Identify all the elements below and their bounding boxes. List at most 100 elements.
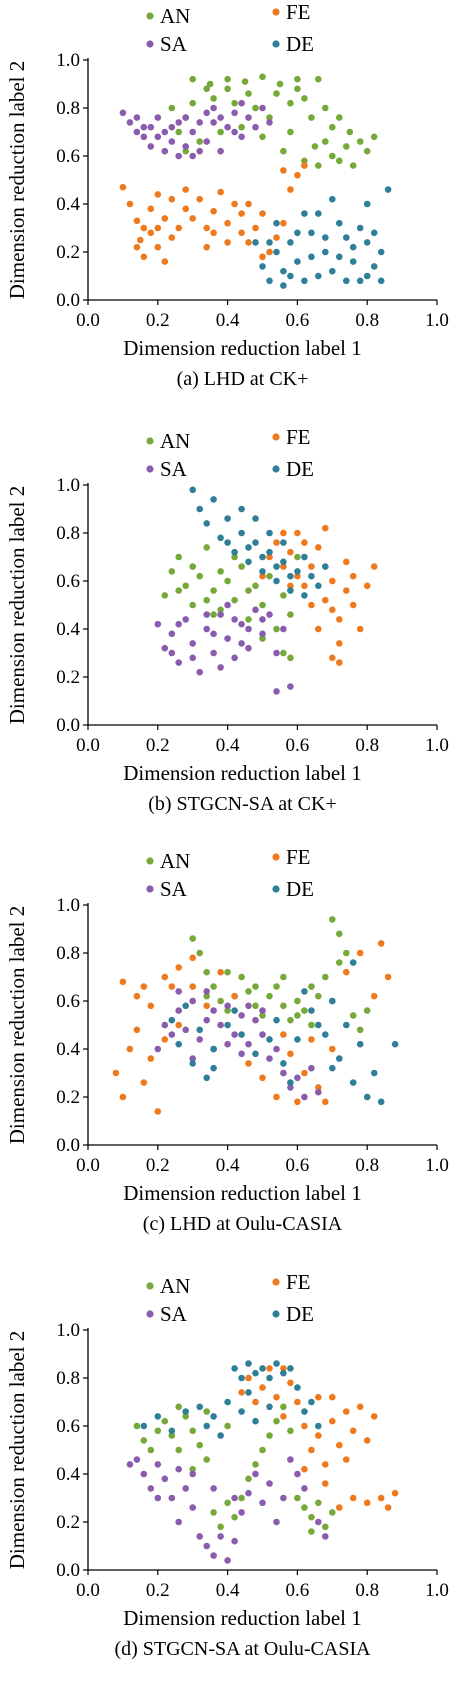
point-fe <box>370 1413 378 1420</box>
point-an <box>217 128 224 136</box>
point-fe <box>363 582 371 590</box>
point-fe <box>147 205 155 213</box>
point-an <box>301 1504 308 1511</box>
x-tick-label: 1.0 <box>425 310 449 331</box>
point-an <box>224 1007 231 1014</box>
point-fe <box>280 529 287 537</box>
point-an <box>329 152 336 160</box>
y-tick-label: 0.4 <box>56 1464 80 1485</box>
point-de <box>377 277 385 285</box>
point-sa <box>210 1552 217 1559</box>
point-de <box>231 1365 238 1372</box>
point-de <box>363 272 371 280</box>
point-fe <box>259 1074 266 1082</box>
point-fe <box>301 1465 308 1473</box>
point-sa <box>273 649 280 657</box>
point-sa <box>245 1002 252 1010</box>
y-tick-label: 0.0 <box>56 1135 80 1156</box>
point-fe <box>356 949 364 957</box>
point-fe <box>280 167 287 174</box>
y-axis-label: Dimension reduction label 2 <box>5 906 29 1145</box>
point-fe <box>280 1413 287 1420</box>
point-fe <box>259 210 266 217</box>
point-an <box>346 128 354 136</box>
point-an <box>349 1012 357 1019</box>
legend-marker-de <box>272 465 280 473</box>
point-sa <box>203 611 210 618</box>
point-an <box>329 123 336 131</box>
point-de <box>168 1427 176 1435</box>
point-de <box>349 243 357 251</box>
point-an <box>203 1408 210 1415</box>
point-an <box>196 949 203 957</box>
point-an <box>203 544 210 551</box>
point-sa <box>280 625 287 633</box>
point-sa <box>133 1456 141 1463</box>
point-sa <box>140 123 148 131</box>
point-an <box>252 104 259 112</box>
point-sa <box>238 620 245 628</box>
point-fe <box>287 548 294 556</box>
point-sa <box>182 143 189 150</box>
point-sa <box>224 601 231 609</box>
point-fe <box>189 954 196 962</box>
point-de <box>280 1369 287 1377</box>
point-de <box>301 988 308 995</box>
point-fe <box>384 973 392 981</box>
point-fe <box>280 219 287 227</box>
point-sa <box>147 1485 155 1492</box>
point-fe <box>336 1441 343 1449</box>
point-fe <box>217 188 224 196</box>
point-fe <box>315 625 322 633</box>
point-de <box>266 548 273 556</box>
x-axis-label: Dimension reduction label 1 <box>123 336 362 360</box>
point-fe <box>203 224 210 232</box>
point-an <box>266 992 273 1000</box>
y-tick-label: 0.2 <box>56 1087 80 1108</box>
point-sa <box>189 640 196 647</box>
point-sa <box>224 1040 231 1048</box>
point-sa <box>231 1537 238 1545</box>
point-sa <box>266 611 273 618</box>
point-de <box>294 1384 301 1391</box>
point-an <box>161 1417 169 1425</box>
point-sa <box>182 1026 189 1034</box>
point-fe <box>224 239 231 246</box>
point-fe <box>280 1031 287 1038</box>
point-fe <box>308 1036 315 1043</box>
y-tick-label: 0.8 <box>56 1368 80 1389</box>
point-de <box>224 1021 231 1029</box>
point-an <box>280 973 287 981</box>
point-fe <box>356 625 364 633</box>
point-an <box>322 1523 329 1531</box>
point-an <box>315 75 322 83</box>
y-tick-label: 0.2 <box>56 667 80 688</box>
point-an <box>203 85 210 93</box>
point-sa <box>224 1002 231 1010</box>
scatter-panel-a: AN FE SA DE 0.0 0.2 0.4 0.6 0.8 1.0 0.0 0.2 0.4 0.6 0.… <box>5 0 449 390</box>
point-an <box>245 587 252 594</box>
point-sa <box>189 1055 196 1062</box>
point-de <box>189 486 196 494</box>
point-an <box>356 1026 364 1034</box>
point-an <box>154 1427 162 1435</box>
point-de <box>196 1403 203 1411</box>
point-sa <box>210 649 217 657</box>
point-an <box>238 563 245 570</box>
point-sa <box>175 119 182 126</box>
point-sa <box>196 1036 203 1043</box>
point-sa <box>140 133 148 141</box>
point-sa <box>196 1533 203 1540</box>
point-fe <box>203 1002 210 1010</box>
point-sa <box>252 1016 259 1024</box>
point-an <box>273 1417 280 1425</box>
point-an <box>280 1403 287 1411</box>
x-tick-label: 0.0 <box>76 310 100 331</box>
point-fe <box>259 1384 266 1391</box>
legend-marker-sa <box>146 1310 154 1318</box>
point-fe <box>315 1084 322 1091</box>
point-an <box>343 949 350 957</box>
point-an <box>294 1494 301 1502</box>
point-sa <box>175 659 182 666</box>
point-an <box>231 1513 238 1521</box>
